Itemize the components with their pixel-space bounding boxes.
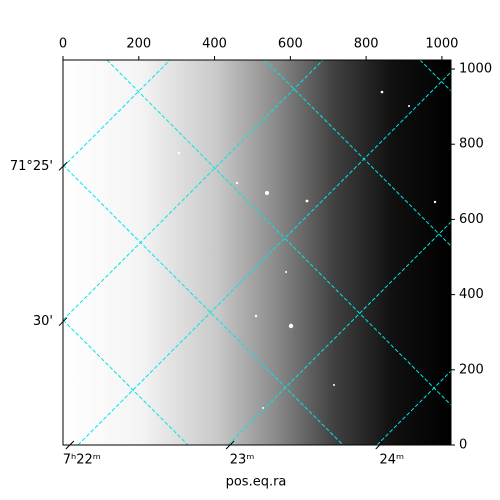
ra-tick-label: 23ᵐ [230,453,255,468]
top-tick-label: 0 [59,37,67,52]
dec-tick-label: 71°25' [10,159,53,174]
top-tick-label: 200 [126,37,151,52]
ra-tick-label: 7ʰ22ᵐ [63,453,101,468]
dec-tick [58,317,68,327]
top-tick-label: 400 [202,37,227,52]
ra-tick [375,440,385,450]
right-tick-label: 1000 [459,62,492,77]
stars [177,90,437,409]
top-tick-label: 1000 [425,37,458,52]
top-tick-label: 600 [278,37,303,52]
sky-image [63,60,451,445]
axes-frame [62,59,452,446]
right-tick-label: 800 [459,137,484,152]
right-tick-label: 0 [459,438,467,453]
ra-tick-label: 24ᵐ [379,453,404,468]
dec-tick-label: 30' [33,314,53,329]
right-tick-label: 400 [459,287,484,302]
ra-tick [65,440,75,450]
x-axis-label: pos.eq.ra [226,475,287,490]
right-tick-label: 200 [459,362,484,377]
dec-tick [58,162,68,171]
top-tick-label: 800 [354,37,379,52]
ra-tick [225,440,235,450]
right-tick-label: 600 [459,212,484,227]
coordinate-grid [63,60,451,445]
